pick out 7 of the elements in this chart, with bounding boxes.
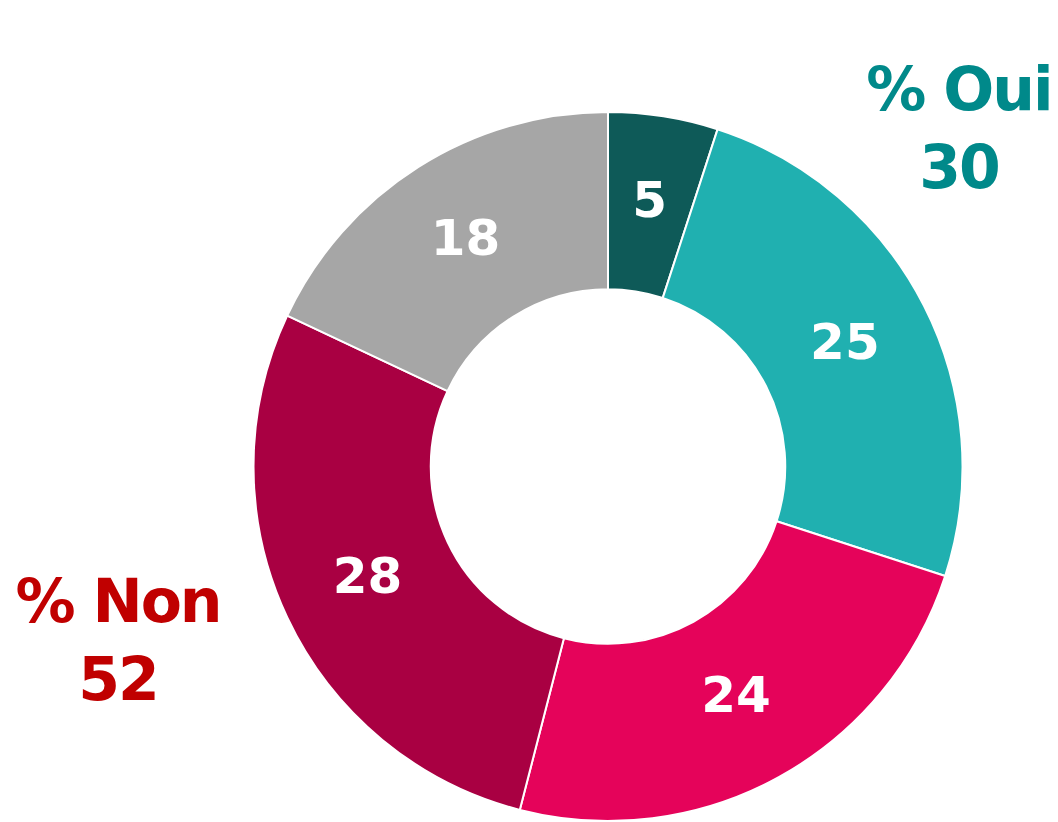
data-label: 24 bbox=[701, 666, 771, 725]
data-label: 5 bbox=[632, 170, 667, 229]
text: % Non 52 bbox=[14, 565, 222, 716]
text: % Oui 30 bbox=[865, 53, 1053, 204]
data-label: 18 bbox=[430, 209, 501, 267]
data-label: 28 bbox=[332, 546, 403, 605]
data-label: 25 bbox=[810, 312, 880, 371]
